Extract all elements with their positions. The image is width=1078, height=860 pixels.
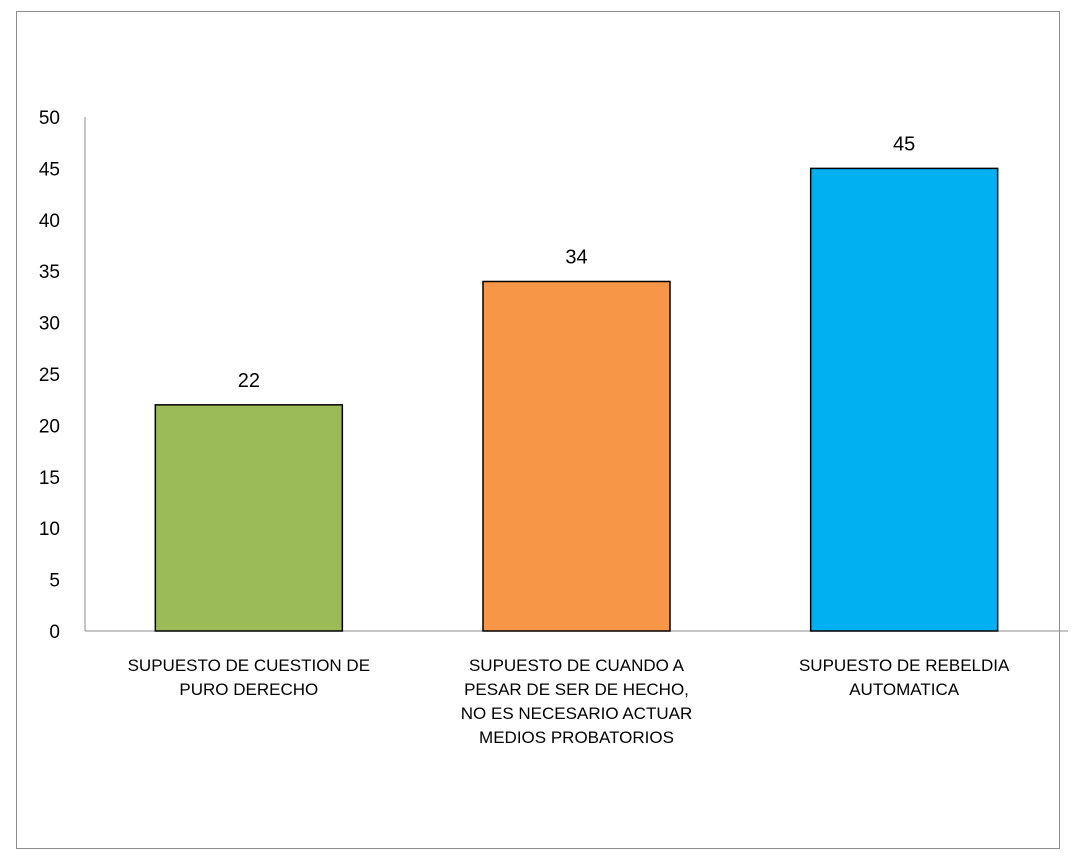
y-tick-label: 5 [49,571,60,592]
bars [154,167,999,632]
y-tick-label: 10 [39,519,60,540]
x-category-label: SUPUESTO DE REBELDIA AUTOMATICA [798,656,1010,699]
y-tick-label: 30 [39,314,60,335]
data-label: 34 [565,246,587,268]
y-tick-labels: 0 5 10 15 20 25 30 35 40 45 50 [39,108,60,643]
bar [809,167,999,632]
y-tick-label: 40 [39,211,60,232]
bar [482,280,671,632]
y-tick-label: 20 [39,416,60,437]
y-tick-label: 35 [39,262,60,283]
data-labels: 22 34 45 [238,133,916,391]
y-tick-label: 25 [39,365,60,386]
y-tick-label: 45 [39,159,60,180]
data-label: 45 [893,133,915,155]
x-category-label: SUPUESTO DE CUANDO A PESAR DE SER DE HEC… [460,656,693,747]
y-tick-label: 0 [49,622,60,643]
y-tick-label: 50 [39,108,60,129]
bar [154,404,344,632]
data-label: 22 [238,370,260,392]
x-category-label: SUPUESTO DE CUESTION DE PURO DERECHO [127,656,371,699]
y-tick-label: 15 [39,468,60,489]
